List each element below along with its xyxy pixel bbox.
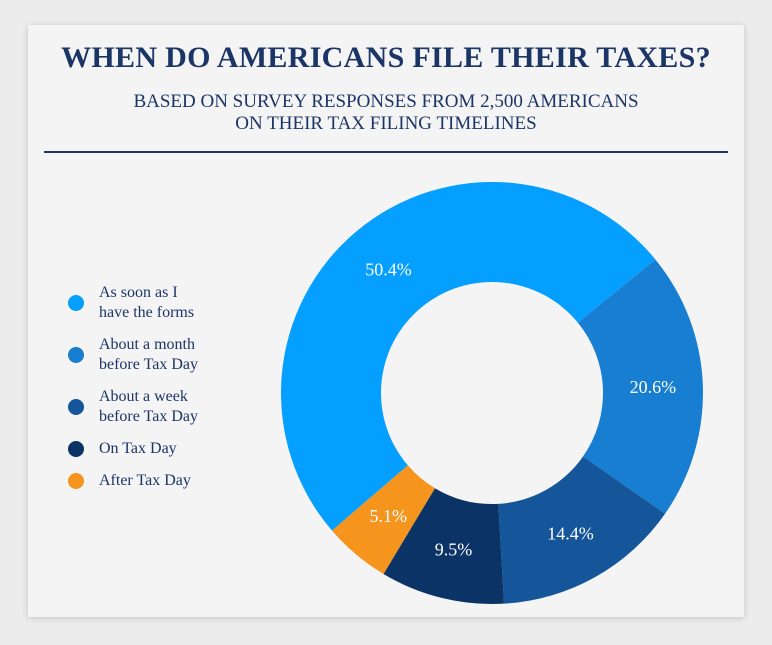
legend-label-4: After Tax Day [99, 471, 279, 491]
legend-label-line: have the forms [99, 304, 195, 321]
subtitle-line-1: BASED ON SURVEY RESPONSES FROM 2,500 AME… [133, 91, 639, 112]
donut-value-labels: 50.4% 20.6% 14.4% 9.5% 5.1% [365, 260, 676, 560]
legend-label-2: About a week before Tax Day [99, 387, 279, 427]
legend-label-line: About a week [99, 388, 188, 405]
legend-label-line: before Tax Day [99, 356, 198, 373]
legend-label-line: About a month [99, 336, 195, 353]
legend-swatch-3 [68, 441, 84, 457]
donut-slices [281, 182, 703, 604]
subtitle-line-2: ON THEIR TAX FILING TIMELINES [235, 113, 537, 134]
chart-subtitle: BASED ON SURVEY RESPONSES FROM 2,500 AME… [28, 91, 744, 135]
donut-slice-3 [383, 488, 504, 604]
slice-value-label-1: 20.6% [630, 377, 677, 397]
donut-chart: 50.4% 20.6% 14.4% 9.5% 5.1% [281, 182, 703, 604]
slice-value-label-2: 14.4% [547, 524, 594, 544]
slice-value-label-0: 50.4% [365, 260, 412, 280]
legend-label-line: After Tax Day [99, 472, 191, 489]
legend-label-line: On Tax Day [99, 440, 177, 457]
legend-swatch-2 [68, 399, 84, 415]
donut-slice-4 [332, 465, 435, 574]
legend-label-line: As soon as I [99, 284, 178, 301]
infographic-card: WHEN DO AMERICANS FILE THEIR TAXES? BASE… [28, 25, 744, 617]
legend-swatch-1 [68, 347, 84, 363]
legend-label-1: About a month before Tax Day [99, 335, 279, 375]
title-divider [44, 151, 728, 153]
donut-slice-1 [577, 259, 703, 514]
donut-slice-0 [281, 182, 656, 531]
slice-value-label-4: 5.1% [370, 506, 408, 526]
slice-value-label-3: 9.5% [435, 539, 473, 559]
legend-label-3: On Tax Day [99, 439, 279, 459]
legend-swatch-4 [68, 473, 84, 489]
legend-label-0: As soon as I have the forms [99, 283, 279, 323]
legend-label-line: before Tax Day [99, 408, 198, 425]
legend-swatch-0 [68, 295, 84, 311]
donut-slice-2 [498, 456, 666, 604]
chart-title: WHEN DO AMERICANS FILE THEIR TAXES? [61, 41, 711, 74]
